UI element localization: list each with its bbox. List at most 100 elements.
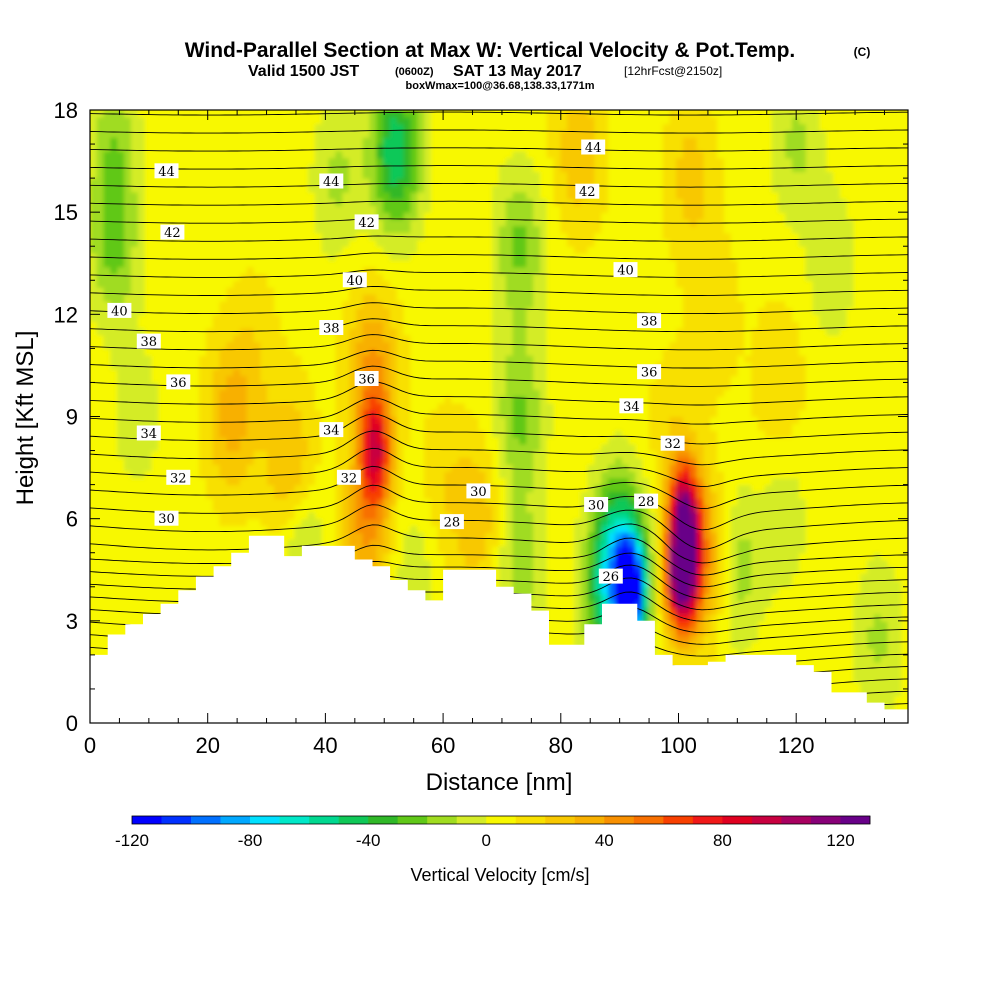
velocity-cell	[314, 505, 323, 513]
velocity-cell	[396, 184, 405, 193]
velocity-cell	[410, 382, 418, 390]
velocity-cell	[328, 150, 336, 159]
velocity-cell	[130, 198, 139, 206]
velocity-cell	[158, 239, 166, 247]
velocity-cell	[96, 443, 105, 452]
velocity-cell	[130, 450, 139, 458]
velocity-cell	[410, 225, 418, 234]
velocity-cell	[103, 409, 112, 418]
velocity-cell	[430, 341, 439, 349]
velocity-cell	[124, 586, 132, 595]
velocity-cell	[355, 443, 364, 452]
velocity-cell	[103, 232, 112, 241]
velocity-cell	[90, 341, 98, 349]
velocity-cell	[287, 123, 296, 132]
velocity-cell	[280, 171, 289, 179]
velocity-cell	[287, 212, 296, 220]
velocity-cell	[205, 552, 214, 561]
velocity-cell	[185, 539, 193, 547]
velocity-cell	[424, 266, 432, 275]
velocity-cell	[124, 280, 132, 288]
velocity-cell	[417, 164, 425, 172]
velocity-cell	[274, 484, 282, 493]
velocity-cell	[110, 123, 118, 132]
velocity-cell	[192, 300, 200, 309]
velocity-cell	[124, 375, 132, 384]
velocity-cell	[171, 348, 180, 356]
velocity-cell	[355, 259, 364, 268]
velocity-cell	[246, 205, 255, 213]
velocity-cell	[362, 362, 371, 370]
velocity-cell	[362, 409, 371, 418]
velocity-cell	[199, 212, 207, 220]
velocity-cell	[287, 334, 296, 343]
velocity-cell	[417, 430, 425, 438]
velocity-cell	[430, 327, 439, 336]
velocity-cell	[110, 532, 118, 540]
velocity-cell	[164, 586, 173, 595]
velocity-cell	[171, 300, 180, 309]
velocity-cell	[205, 171, 214, 179]
velocity-cell	[199, 225, 207, 234]
velocity-cell	[458, 382, 466, 390]
velocity-cell	[205, 511, 214, 520]
velocity-cell	[158, 110, 166, 118]
velocity-cell	[205, 539, 214, 547]
velocity-cell	[376, 198, 384, 206]
velocity-cell	[260, 470, 268, 479]
velocity-cell	[239, 470, 248, 479]
velocity-cell	[212, 307, 221, 315]
velocity-cell	[110, 341, 118, 349]
velocity-cell	[430, 559, 439, 567]
velocity-cell	[144, 505, 152, 513]
velocity-cell	[328, 157, 336, 166]
velocity-cell	[239, 164, 248, 172]
velocity-cell	[403, 573, 411, 581]
velocity-cell	[233, 423, 241, 431]
velocity-cell	[110, 287, 118, 295]
velocity-cell	[130, 614, 139, 622]
velocity-cell	[171, 593, 180, 601]
velocity-cell	[96, 457, 105, 465]
velocity-cell	[137, 287, 146, 295]
velocity-cell	[124, 266, 132, 275]
velocity-cell	[158, 532, 166, 540]
velocity-cell	[444, 505, 452, 513]
velocity-cell	[294, 396, 302, 404]
velocity-cell	[301, 396, 309, 404]
velocity-cell	[226, 443, 234, 452]
velocity-cell	[464, 559, 473, 567]
velocity-cell	[144, 116, 152, 125]
velocity-cell	[110, 593, 118, 601]
velocity-cell	[178, 423, 187, 431]
velocity-cell	[458, 545, 466, 554]
velocity-cell	[96, 491, 105, 499]
velocity-cell	[253, 511, 262, 520]
velocity-cell	[369, 484, 377, 493]
velocity-cell	[444, 184, 452, 193]
velocity-cell	[294, 402, 302, 411]
velocity-cell	[90, 518, 98, 527]
velocity-cell	[110, 457, 118, 465]
velocity-cell	[389, 477, 398, 486]
velocity-cell	[451, 273, 459, 281]
velocity-cell	[124, 321, 132, 329]
velocity-cell	[321, 205, 330, 213]
velocity-cell	[103, 402, 112, 411]
velocity-cell	[396, 137, 405, 145]
velocity-cell	[287, 396, 296, 404]
velocity-cell	[396, 300, 405, 309]
velocity-cell	[430, 505, 439, 513]
velocity-cell	[151, 443, 159, 452]
velocity-cell	[274, 416, 282, 424]
velocity-cell	[376, 280, 384, 288]
velocity-cell	[171, 505, 180, 513]
velocity-cell	[267, 511, 275, 520]
velocity-cell	[280, 130, 289, 138]
velocity-cell	[239, 212, 248, 220]
velocity-cell	[178, 280, 187, 288]
velocity-cell	[362, 491, 371, 499]
velocity-cell	[158, 396, 166, 404]
velocity-cell	[437, 539, 446, 547]
